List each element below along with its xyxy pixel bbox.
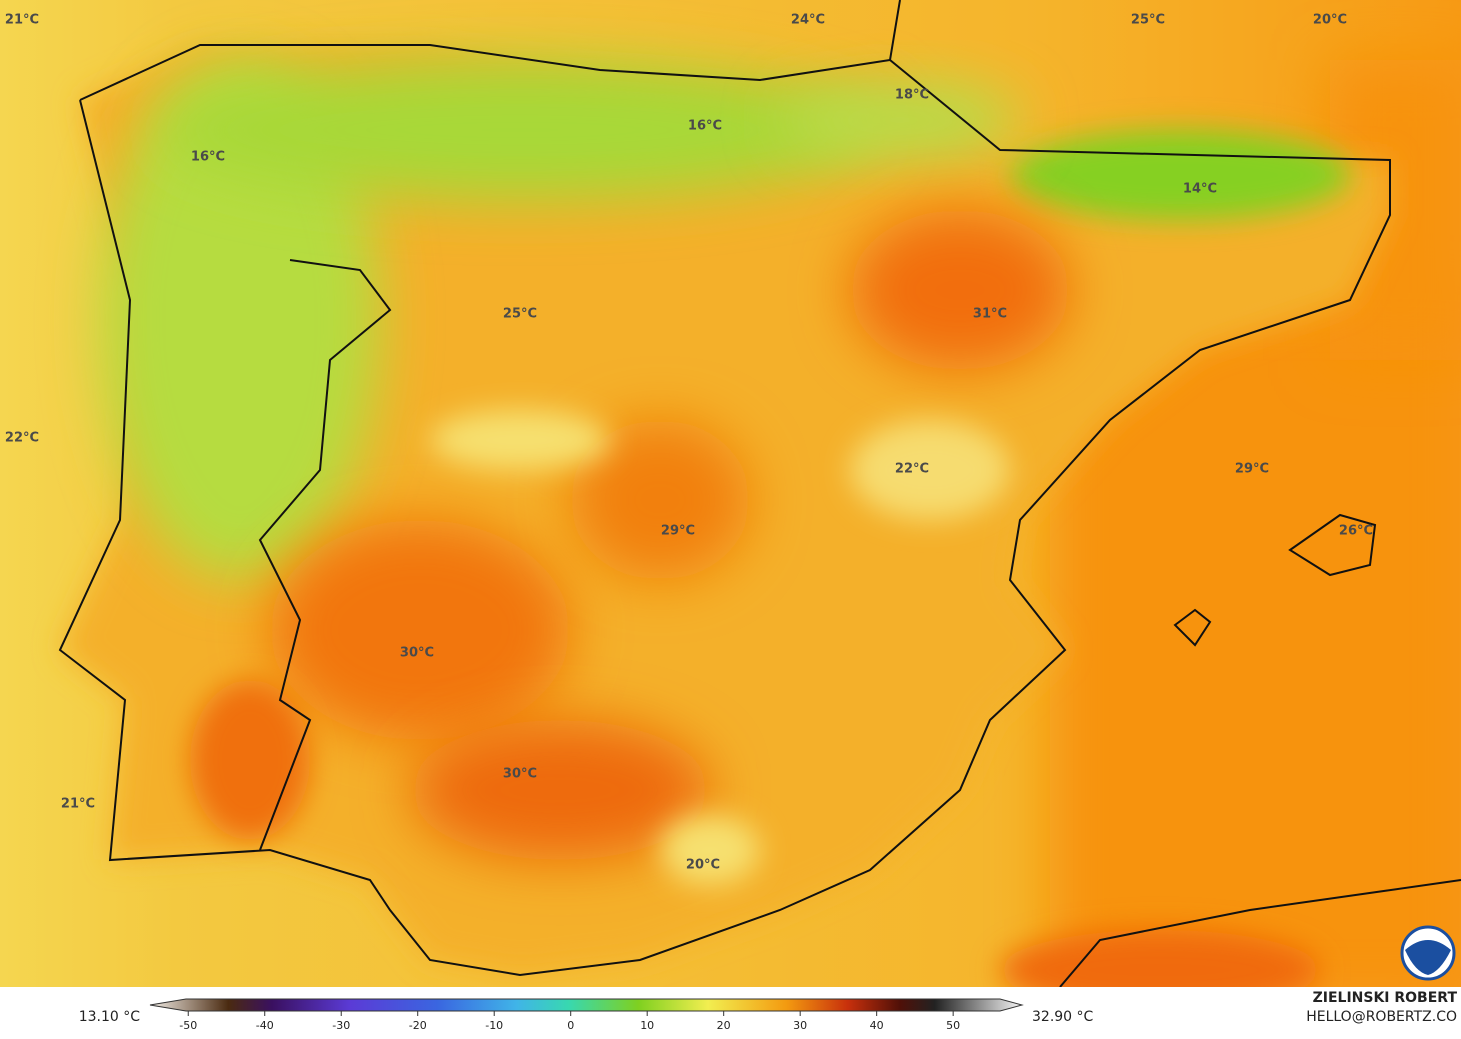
temperature-label: 18°C <box>895 88 929 103</box>
colorbar-tick-label: -20 <box>409 1019 427 1032</box>
temperature-label: 20°C <box>1313 13 1347 28</box>
temperature-label: 30°C <box>400 646 434 661</box>
temperature-label: 20°C <box>686 858 720 873</box>
temperature-label: 31°C <box>973 307 1007 322</box>
temperature-label: 16°C <box>688 119 722 134</box>
temperature-label: 25°C <box>1131 13 1165 28</box>
temperature-label: 22°C <box>5 431 39 446</box>
colorbar-tick-label: 50 <box>946 1019 960 1032</box>
author-name: ZIELINSKI ROBERT <box>1313 990 1458 1006</box>
colorbar-tick-label: 0 <box>567 1019 574 1032</box>
colorbar-ticks: -50 -40 -30 -20 -10 0 10 20 30 40 50 <box>179 1011 960 1032</box>
colorbar <box>149 998 1024 1012</box>
colorbar-min: 13.10 °C <box>79 1009 141 1025</box>
temperature-label: 25°C <box>503 307 537 322</box>
colorbar-tick-label: 20 <box>717 1019 731 1032</box>
map-field <box>0 0 1461 987</box>
colorbar-tick-label: -50 <box>179 1019 197 1032</box>
colorbar-max: 32.90 °C <box>1032 1009 1094 1025</box>
author-email: HELLO@ROBERTZ.CO <box>1306 1009 1457 1025</box>
temperature-label: 29°C <box>661 524 695 539</box>
colorbar-tick-label: -40 <box>256 1019 274 1032</box>
map-labels: 21°C 24°C 25°C 20°C 18°C 16°C 16°C 14°C 25°C 31°C… <box>5 13 1373 873</box>
temperature-label: 24°C <box>791 13 825 28</box>
temperature-label: 22°C <box>895 462 929 477</box>
temperature-label: 30°C <box>503 767 537 782</box>
temperature-label: 16°C <box>191 150 225 165</box>
colorbar-tick-label: 10 <box>640 1019 654 1032</box>
temperature-label: 21°C <box>61 797 95 812</box>
temperature-label: 21°C <box>5 13 39 28</box>
temperature-label: 29°C <box>1235 462 1269 477</box>
temperature-label: 26°C <box>1339 524 1373 539</box>
temperature-label: 14°C <box>1183 182 1217 197</box>
colorbar-tick-label: -10 <box>485 1019 503 1032</box>
colorbar-tick-label: 30 <box>793 1019 807 1032</box>
colorbar-tick-label: 40 <box>870 1019 884 1032</box>
colorbar-tick-label: -30 <box>332 1019 350 1032</box>
